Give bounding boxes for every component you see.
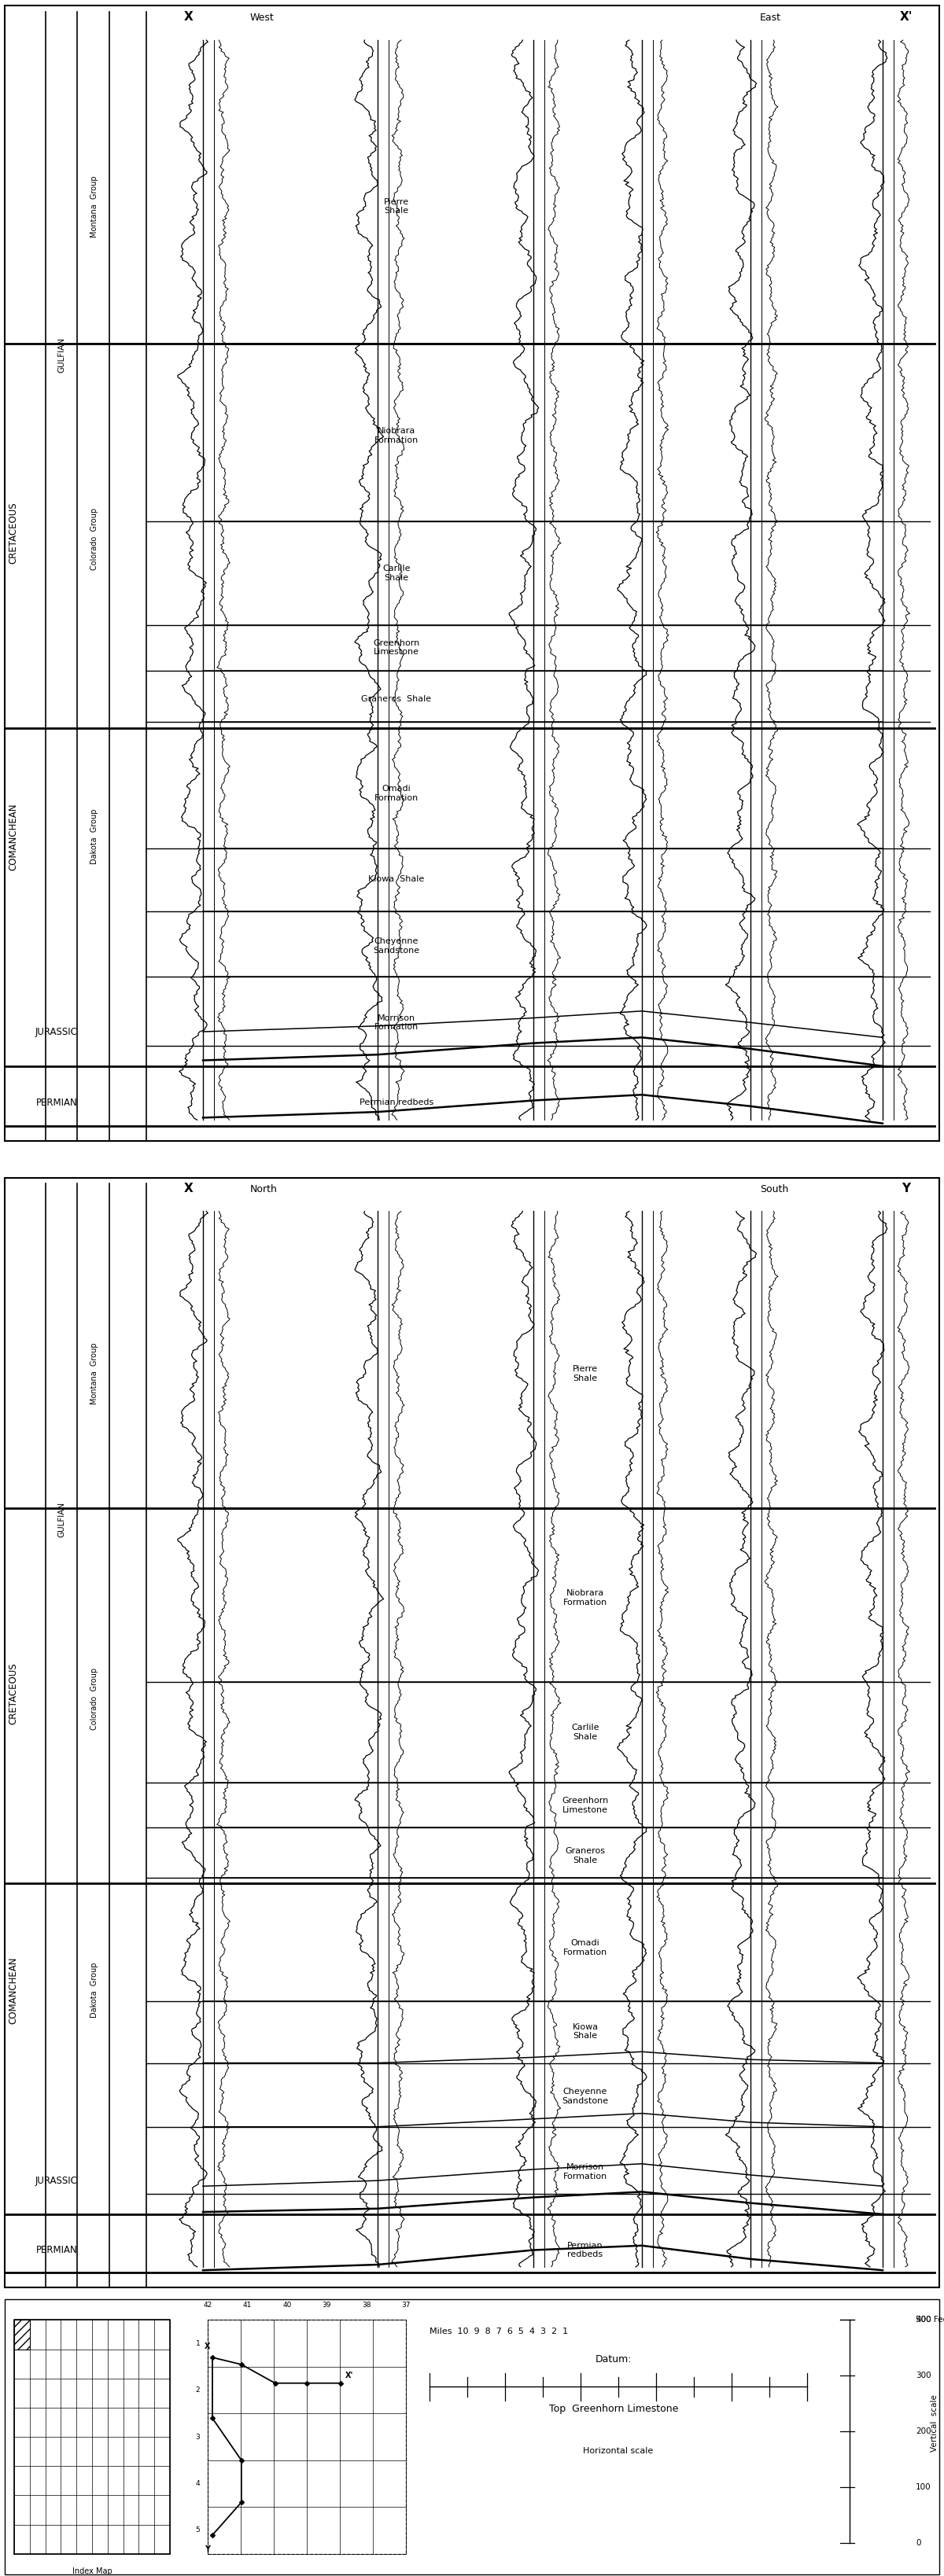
Text: Omadi
Formation: Omadi Formation bbox=[375, 786, 418, 801]
Text: JURASSIC: JURASSIC bbox=[36, 1028, 77, 1036]
Text: X: X bbox=[184, 1182, 194, 1195]
Text: West: West bbox=[250, 13, 275, 23]
Text: Cheyenne
Sandstone: Cheyenne Sandstone bbox=[373, 938, 420, 953]
Text: Cheyenne
Sandstone: Cheyenne Sandstone bbox=[562, 2089, 609, 2105]
Text: COMANCHEAN: COMANCHEAN bbox=[8, 804, 18, 871]
Text: Montana  Group: Montana Group bbox=[91, 1342, 98, 1404]
Text: PERMIAN: PERMIAN bbox=[36, 1097, 77, 1108]
Text: Greenhorn
Limestone: Greenhorn Limestone bbox=[562, 1795, 609, 1814]
Text: CRETACEOUS: CRETACEOUS bbox=[8, 1662, 18, 1723]
Text: East: East bbox=[760, 13, 782, 23]
Text: 37: 37 bbox=[401, 2303, 411, 2308]
Text: 400: 400 bbox=[916, 2316, 931, 2324]
Text: Miles  10  9  8  7  6  5  4  3  2  1: Miles 10 9 8 7 6 5 4 3 2 1 bbox=[430, 2326, 568, 2334]
Text: 2: 2 bbox=[195, 2385, 200, 2393]
Text: Pierre
Shale: Pierre Shale bbox=[384, 198, 409, 214]
Text: 500 Feet: 500 Feet bbox=[916, 2316, 944, 2324]
Text: Graneros  Shale: Graneros Shale bbox=[362, 696, 431, 703]
Text: 1: 1 bbox=[195, 2339, 200, 2347]
FancyBboxPatch shape bbox=[5, 2300, 939, 2573]
Text: 4: 4 bbox=[195, 2481, 200, 2488]
Text: 38: 38 bbox=[362, 2303, 371, 2308]
Text: X': X' bbox=[900, 10, 913, 23]
Text: Horizontal scale: Horizontal scale bbox=[583, 2447, 653, 2455]
Text: Index Map: Index Map bbox=[72, 2568, 112, 2576]
Text: Permian
redbeds: Permian redbeds bbox=[567, 2241, 603, 2259]
FancyBboxPatch shape bbox=[5, 5, 939, 1141]
Text: 40: 40 bbox=[282, 2303, 292, 2308]
Text: 200: 200 bbox=[916, 2427, 931, 2434]
Text: X: X bbox=[184, 10, 194, 23]
Text: Datum:: Datum: bbox=[596, 2354, 632, 2365]
Text: X: X bbox=[205, 2342, 211, 2352]
Text: Vertical  scale: Vertical scale bbox=[931, 2393, 938, 2452]
Text: 5: 5 bbox=[195, 2527, 200, 2535]
Text: Pierre
Shale: Pierre Shale bbox=[573, 1365, 598, 1383]
Text: 3: 3 bbox=[195, 2434, 200, 2439]
Text: Graneros
Shale: Graneros Shale bbox=[565, 1847, 605, 1865]
Text: GULFIAN: GULFIAN bbox=[58, 337, 65, 374]
Text: 300: 300 bbox=[916, 2372, 931, 2380]
Text: Permian redbeds: Permian redbeds bbox=[360, 1100, 433, 1108]
Text: 41: 41 bbox=[243, 2303, 252, 2308]
Text: Niobrara
Formation: Niobrara Formation bbox=[375, 428, 418, 443]
Text: South: South bbox=[760, 1185, 788, 1195]
Text: X': X' bbox=[346, 2372, 353, 2380]
Text: 100: 100 bbox=[916, 2483, 931, 2491]
FancyBboxPatch shape bbox=[5, 1177, 939, 2287]
Text: Kiowa  Shale: Kiowa Shale bbox=[368, 876, 425, 884]
Text: Greenhorn
Limestone: Greenhorn Limestone bbox=[373, 639, 420, 657]
Text: Carlile
Shale: Carlile Shale bbox=[382, 564, 411, 582]
Text: Kiowa
Shale: Kiowa Shale bbox=[572, 2022, 598, 2040]
Text: Carlile
Shale: Carlile Shale bbox=[571, 1723, 599, 1741]
Text: Top  Greenhorn Limestone: Top Greenhorn Limestone bbox=[549, 2403, 678, 2414]
Text: 0: 0 bbox=[916, 2540, 920, 2548]
Text: Colorado  Group: Colorado Group bbox=[91, 507, 98, 569]
Text: Morrison
Formation: Morrison Formation bbox=[564, 2164, 607, 2179]
Text: Y: Y bbox=[902, 1182, 911, 1195]
Text: JURASSIC: JURASSIC bbox=[36, 2177, 77, 2184]
Text: Niobrara
Formation: Niobrara Formation bbox=[564, 1589, 607, 1607]
Text: Colorado  Group: Colorado Group bbox=[91, 1667, 98, 1731]
Text: Morrison
Formation: Morrison Formation bbox=[375, 1015, 418, 1030]
Text: GULFIAN: GULFIAN bbox=[58, 1502, 65, 1538]
Text: 39: 39 bbox=[322, 2303, 331, 2308]
Text: North: North bbox=[250, 1185, 278, 1195]
Text: Dakota  Group: Dakota Group bbox=[91, 809, 98, 866]
Text: CRETACEOUS: CRETACEOUS bbox=[8, 502, 18, 564]
Text: PERMIAN: PERMIAN bbox=[36, 2244, 77, 2254]
Text: Dakota  Group: Dakota Group bbox=[91, 1963, 98, 2017]
Text: Y: Y bbox=[205, 2545, 211, 2553]
Text: Omadi
Formation: Omadi Formation bbox=[564, 1940, 607, 1955]
Text: 42: 42 bbox=[203, 2303, 212, 2308]
Text: Montana  Group: Montana Group bbox=[91, 175, 98, 237]
Text: COMANCHEAN: COMANCHEAN bbox=[8, 1958, 18, 2025]
